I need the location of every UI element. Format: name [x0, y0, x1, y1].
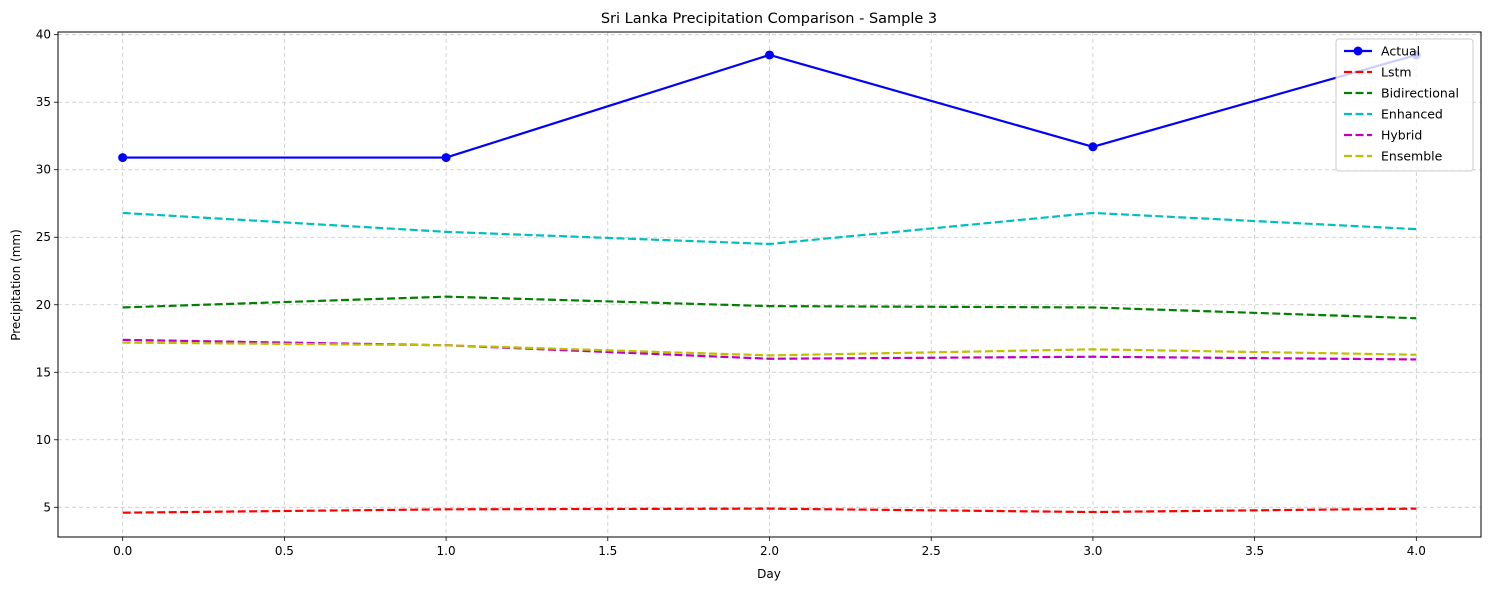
legend-label-enhanced: Enhanced	[1381, 107, 1443, 122]
legend: Actual Lstm Bidirectional Enhanced Hybrid Ens…	[1335, 38, 1474, 172]
chart-title: Sri Lanka Precipitation Comparison - Sam…	[601, 11, 937, 27]
y-tick-label: 35	[36, 95, 51, 109]
y-axis-ticks: 5 10 15 20 25 30 35 40	[36, 28, 58, 514]
x-tick-label: 1.0	[437, 544, 456, 558]
data-point-actual	[765, 50, 774, 60]
y-tick-label: 30	[36, 163, 51, 177]
data-point-actual	[441, 153, 451, 163]
y-axis-label: Precipitation (mm)	[9, 229, 23, 341]
x-tick-label: 2.5	[922, 544, 941, 558]
series-line-bidirectional	[122, 295, 1417, 320]
data-point-actual	[118, 153, 128, 163]
x-tick-label: 1.5	[598, 544, 617, 558]
data-point-actual	[1088, 142, 1098, 152]
grid	[58, 32, 1481, 537]
legend-label-ensemble: Ensemble	[1381, 149, 1443, 164]
series-lines	[118, 50, 1421, 514]
y-tick-label: 25	[36, 230, 51, 244]
x-tick-label: 3.0	[1083, 544, 1102, 558]
y-tick-label: 15	[36, 365, 51, 379]
legend-label-hybrid: Hybrid	[1381, 128, 1422, 143]
x-tick-label: 0.0	[113, 544, 132, 558]
series-line-enhanced	[122, 211, 1417, 246]
y-tick-label: 5	[43, 500, 51, 514]
series-line-hybrid	[122, 338, 1417, 361]
x-tick-label: 4.0	[1407, 544, 1426, 558]
series-line-lstm	[122, 507, 1417, 514]
x-tick-label: 3.5	[1245, 544, 1264, 558]
legend-label-bidirectional: Bidirectional	[1381, 86, 1459, 101]
series-line-ensemble	[122, 341, 1417, 357]
legend-label-lstm: Lstm	[1381, 65, 1412, 80]
x-axis-ticks: 0.0 0.5 1.0 1.5 2.0 2.5 3.0 3.5 4.0	[113, 537, 1426, 558]
x-tick-label: 0.5	[275, 544, 294, 558]
x-axis-label: Day	[757, 567, 781, 581]
legend-label-actual: Actual	[1381, 44, 1420, 59]
y-tick-label: 40	[36, 28, 51, 42]
legend-marker-actual	[1353, 46, 1363, 56]
x-tick-label: 2.0	[760, 544, 779, 558]
y-tick-label: 10	[36, 433, 51, 447]
y-tick-label: 20	[36, 298, 51, 312]
